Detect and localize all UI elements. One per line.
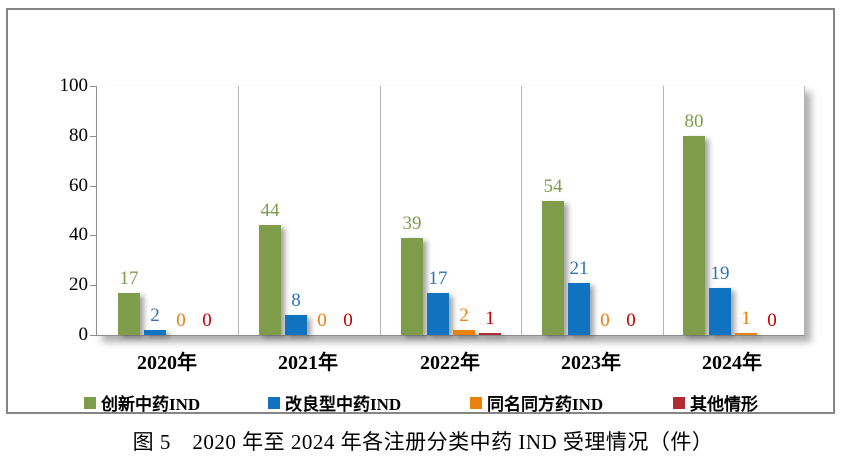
bar-value-label: 2	[150, 305, 160, 326]
legend-item: 改良型中药IND	[268, 395, 401, 415]
bar-value-label: 0	[626, 310, 636, 331]
bar	[259, 225, 281, 335]
legend-label: 其他情形	[690, 395, 758, 414]
legend-swatch-icon	[84, 397, 96, 409]
bar	[118, 293, 140, 335]
category-separator	[238, 86, 239, 335]
y-axis-tick	[90, 235, 96, 236]
bar-value-label: 2	[459, 305, 469, 326]
bar-value-label: 17	[428, 268, 448, 289]
bar-value-label: 1	[485, 308, 495, 329]
x-axis-category-label: 2023年	[561, 352, 621, 374]
bar	[453, 330, 475, 335]
category-separator	[663, 86, 664, 335]
legend-label: 改良型中药IND	[285, 395, 402, 414]
bar-value-label: 1	[741, 308, 751, 329]
x-axis-category-label: 2021年	[278, 352, 338, 374]
bar-value-label: 19	[710, 263, 730, 284]
bar-value-label: 0	[202, 310, 212, 331]
y-axis-tick-label: 60	[69, 175, 88, 196]
y-axis-tick-label: 80	[69, 125, 88, 146]
y-axis-tick	[90, 186, 96, 187]
legend: 创新中药IND 改良型中药IND 同名同方药IND 其他情形	[8, 395, 837, 417]
bar	[683, 136, 705, 335]
bar	[401, 238, 423, 335]
plot-area: 17 2 0 0 44 8 0 0 39 17 2 1 54 21 0 0 80 19 1 0	[96, 86, 805, 336]
legend-item: 创新中药IND	[84, 395, 200, 415]
y-axis-tick-label: 20	[69, 274, 88, 295]
bar-value-label: 21	[569, 258, 589, 279]
bar-value-label: 80	[684, 111, 704, 132]
x-axis-category-label: 2020年	[137, 352, 197, 374]
bar-value-label: 8	[291, 290, 301, 311]
y-axis-tick-label: 40	[69, 224, 88, 245]
y-axis-tick	[90, 86, 96, 87]
bar	[144, 330, 166, 335]
legend-label: 同名同方药IND	[487, 395, 604, 414]
category-separator	[521, 86, 522, 335]
bar	[709, 288, 731, 335]
y-axis-tick	[90, 285, 96, 286]
category-separator	[380, 86, 381, 335]
chart-frame: 17 2 0 0 44 8 0 0 39 17 2 1 54 21 0 0 80 19 1 0 0 20 40 60 80 10…	[6, 8, 835, 414]
legend-swatch-icon	[470, 397, 482, 409]
bar-value-label: 0	[317, 310, 327, 331]
bar-value-label: 39	[402, 213, 422, 234]
bar-value-label: 0	[600, 310, 610, 331]
bar	[427, 293, 449, 335]
y-axis-tick-label: 100	[59, 75, 89, 96]
y-axis-tick	[90, 136, 96, 137]
bar-value-label: 54	[543, 176, 563, 197]
legend-swatch-icon	[268, 397, 280, 409]
x-axis-category-label: 2022年	[420, 352, 480, 374]
legend-item: 其他情形	[673, 395, 758, 415]
legend-swatch-icon	[673, 397, 685, 409]
bar-value-label: 0	[767, 310, 777, 331]
figure-caption: 图 5 2020 年至 2024 年各注册分类中药 IND 受理情况（件）	[132, 430, 714, 454]
bar-value-label: 44	[260, 200, 280, 221]
bar	[479, 333, 501, 335]
bar-value-label: 0	[343, 310, 353, 331]
bar	[285, 315, 307, 335]
bar-value-label: 17	[119, 268, 139, 289]
bar	[735, 333, 757, 335]
y-axis-tick-label: 0	[78, 324, 89, 345]
y-axis-tick	[90, 335, 96, 336]
bar-value-label: 0	[176, 310, 186, 331]
legend-label: 创新中药IND	[101, 395, 201, 414]
bar	[542, 201, 564, 335]
legend-item: 同名同方药IND	[470, 395, 603, 415]
bar	[568, 283, 590, 335]
x-axis-category-label: 2024年	[702, 352, 762, 374]
